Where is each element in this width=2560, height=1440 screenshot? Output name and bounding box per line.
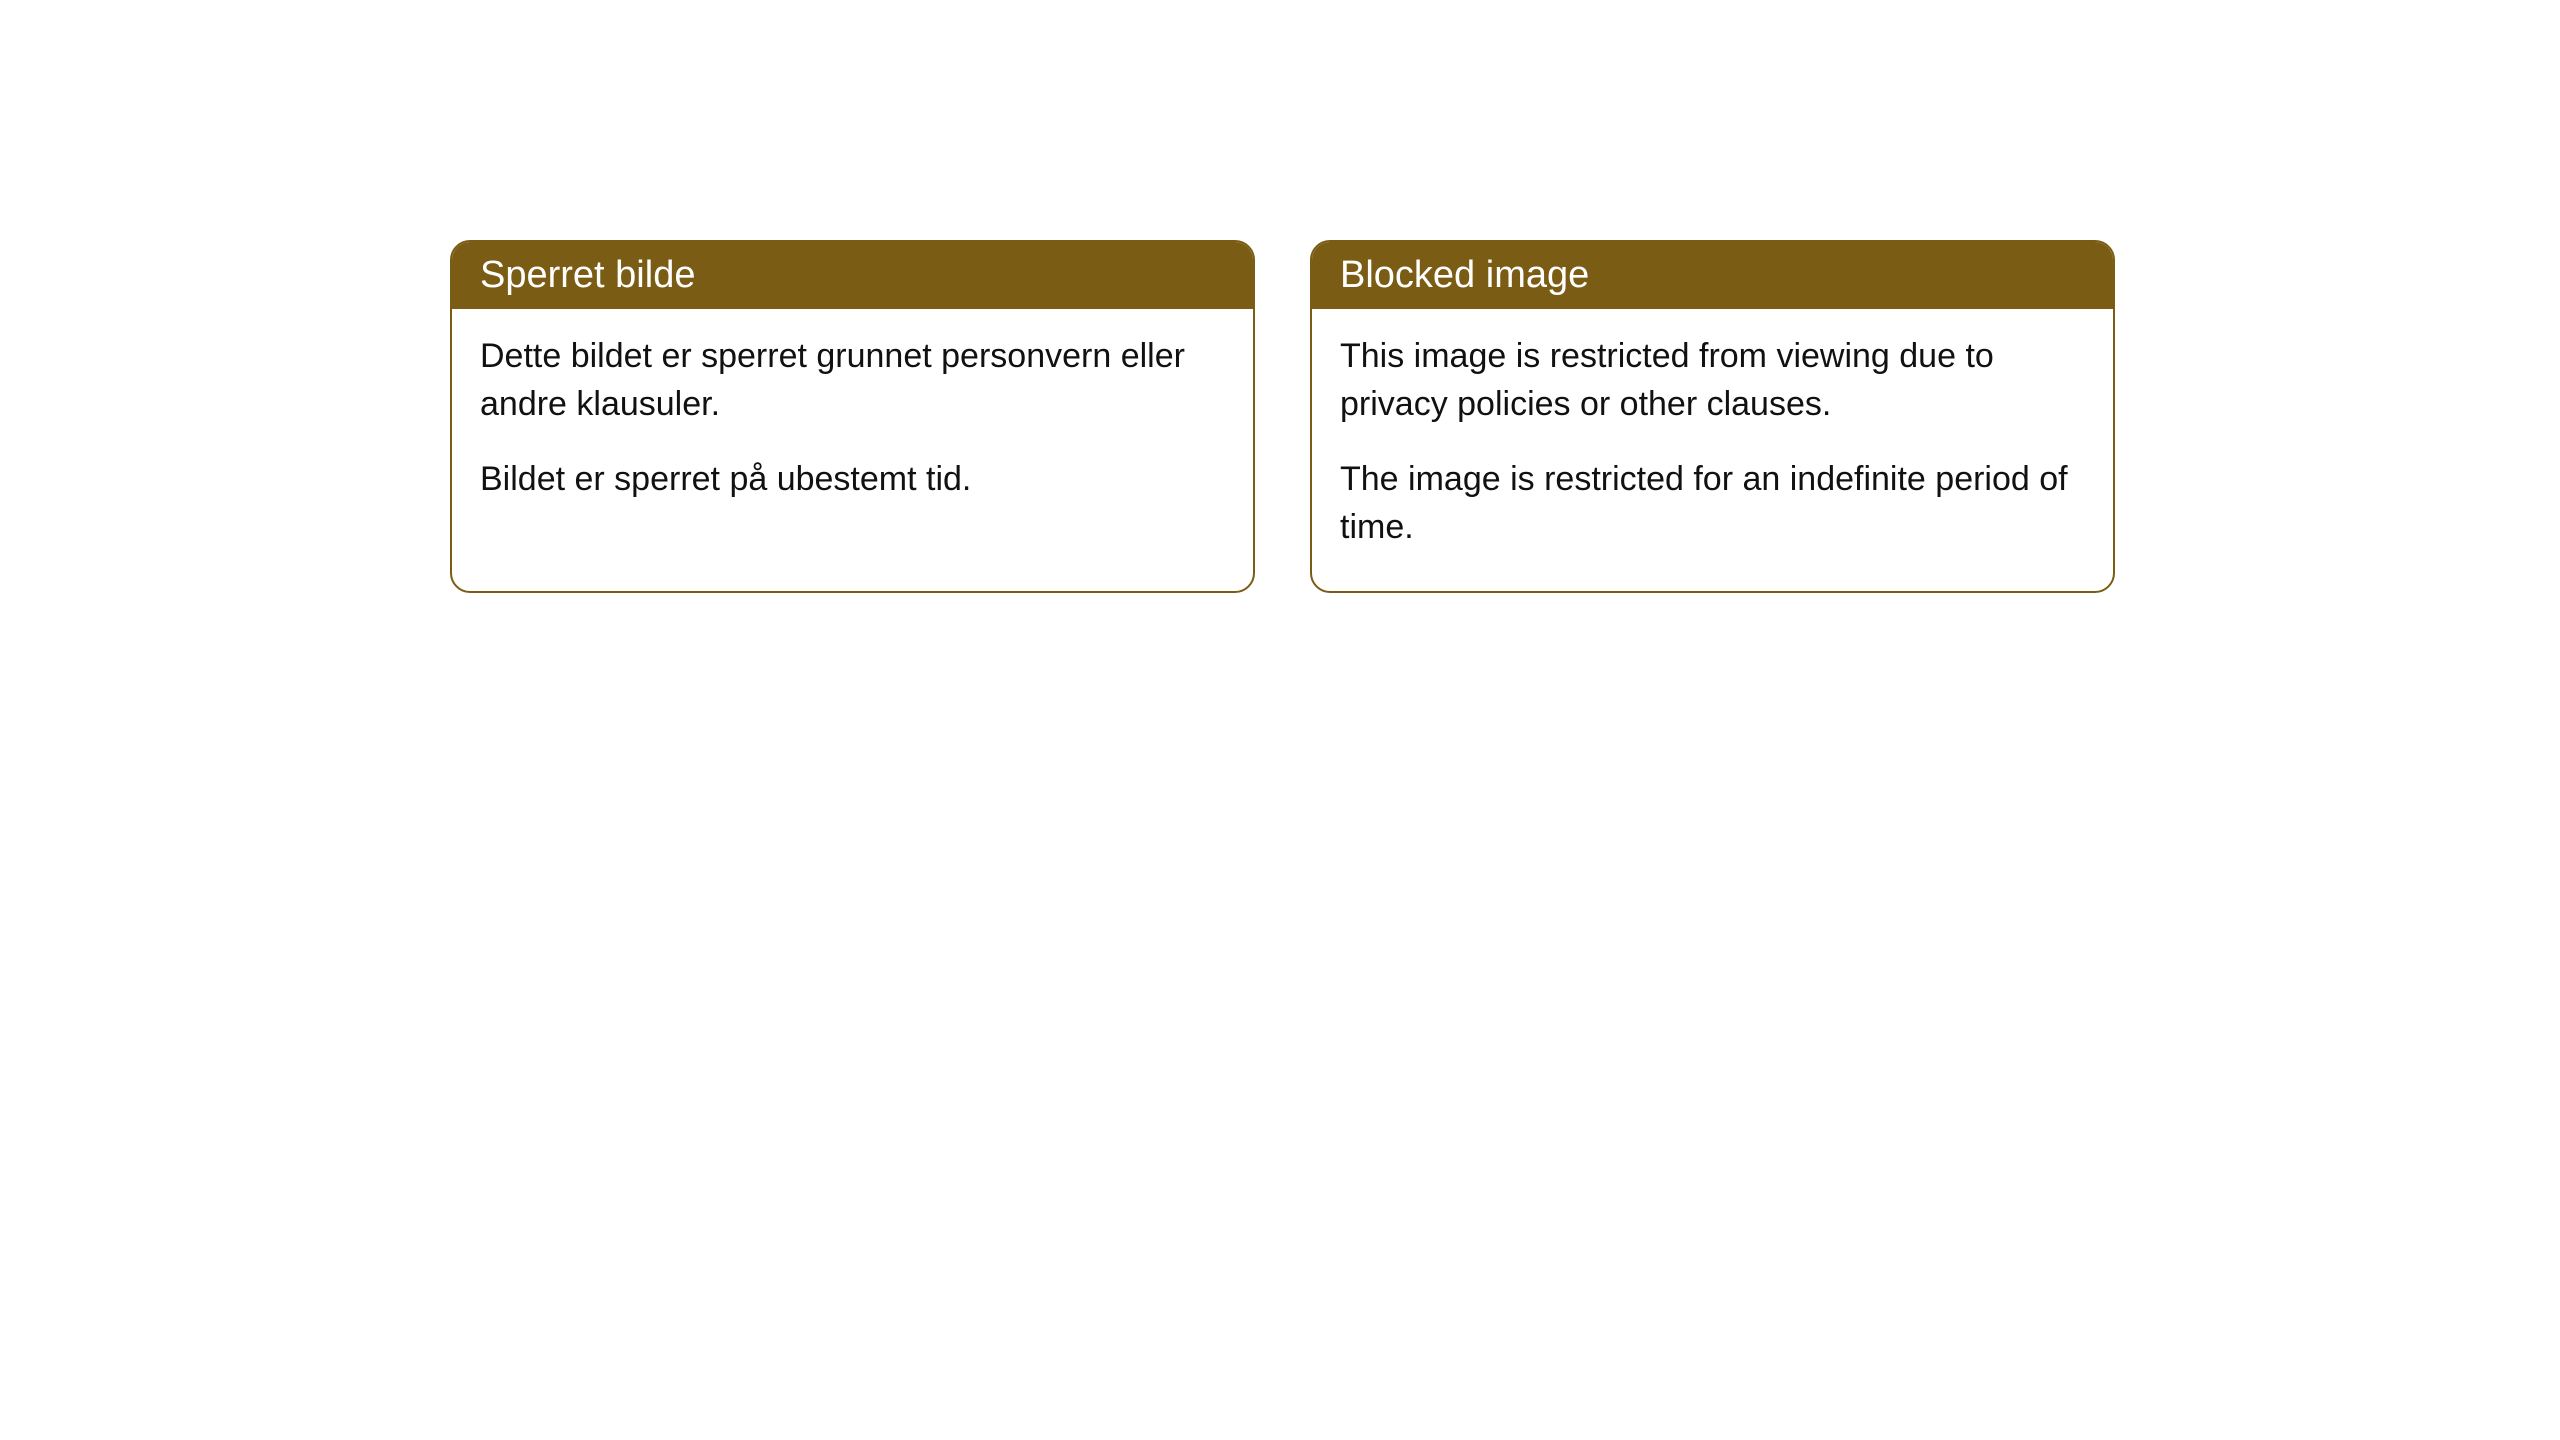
card-header-norwegian: Sperret bilde bbox=[452, 242, 1253, 309]
card-paragraph: This image is restricted from viewing du… bbox=[1340, 333, 2085, 428]
card-paragraph: The image is restricted for an indefinit… bbox=[1340, 456, 2085, 551]
card-body-english: This image is restricted from viewing du… bbox=[1312, 309, 2113, 591]
notice-cards-container: Sperret bilde Dette bildet er sperret gr… bbox=[0, 0, 2560, 593]
blocked-image-card-norwegian: Sperret bilde Dette bildet er sperret gr… bbox=[450, 240, 1255, 593]
card-header-english: Blocked image bbox=[1312, 242, 2113, 309]
card-title: Sperret bilde bbox=[480, 254, 695, 296]
blocked-image-card-english: Blocked image This image is restricted f… bbox=[1310, 240, 2115, 593]
card-paragraph: Dette bildet er sperret grunnet personve… bbox=[480, 333, 1225, 428]
card-title: Blocked image bbox=[1340, 254, 1589, 296]
card-body-norwegian: Dette bildet er sperret grunnet personve… bbox=[452, 309, 1253, 544]
card-paragraph: Bildet er sperret på ubestemt tid. bbox=[480, 456, 1225, 504]
